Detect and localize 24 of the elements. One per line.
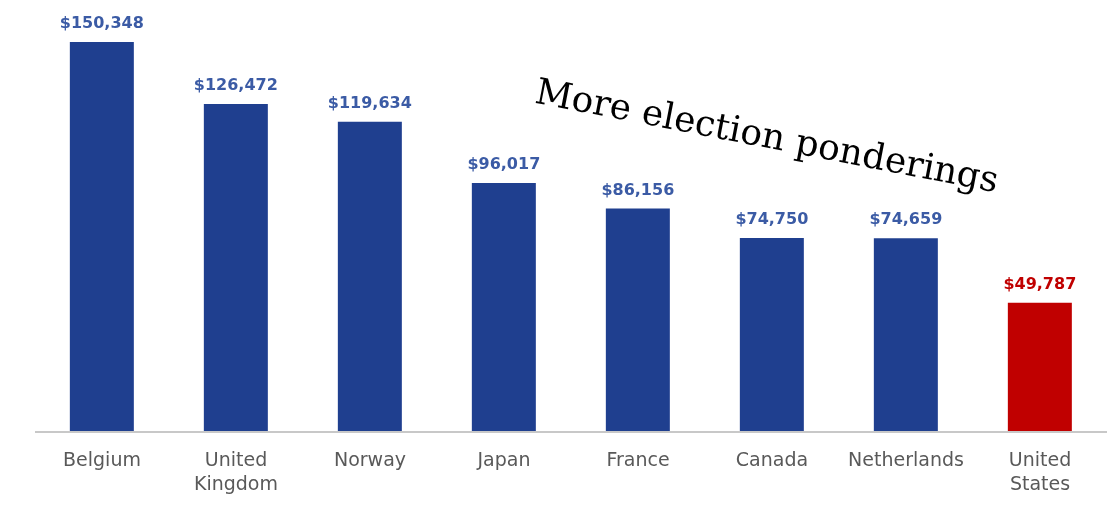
data-label: $119,634 [327, 92, 412, 112]
data-label: $74,750 [735, 209, 809, 229]
bar [203, 103, 268, 432]
x-tick-label: France [606, 448, 670, 470]
data-label: $150,348 [59, 13, 144, 32]
x-tick-label: United Kingdom [193, 448, 279, 494]
bar [739, 238, 804, 432]
x-tick-label: Netherlands [848, 448, 964, 470]
bar [337, 121, 402, 432]
data-label: $49,787 [1003, 273, 1077, 293]
bar [1007, 302, 1072, 432]
x-tick-label: Belgium [63, 448, 141, 470]
bar [69, 42, 134, 432]
x-tick-label: Norway [333, 448, 407, 470]
x-tick-label: United States [1008, 448, 1072, 494]
bar [873, 238, 938, 432]
bar [605, 208, 670, 432]
data-label: $126,472 [193, 74, 278, 94]
x-tick-label: Japan [476, 448, 531, 470]
x-tick-label: Canada [735, 448, 809, 470]
bar [471, 182, 536, 432]
data-label: $86,156 [601, 179, 675, 199]
data-label: $74,659 [869, 209, 943, 229]
data-label: $96,017 [467, 153, 541, 173]
